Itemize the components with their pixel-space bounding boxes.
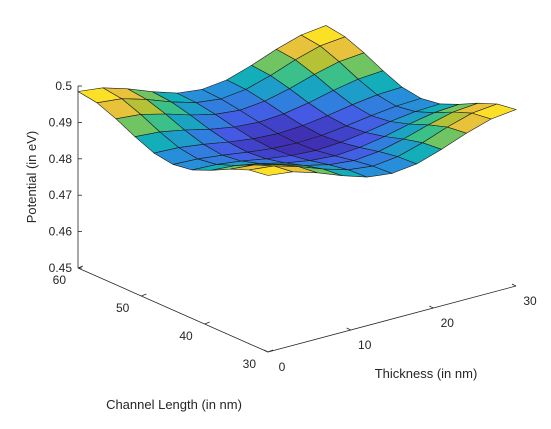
axes-frame xyxy=(77,86,517,353)
z-axis-title: Potential (in eV) xyxy=(24,131,39,224)
x-axis-line xyxy=(267,285,517,353)
x-axis-title: Thickness (in nm) xyxy=(375,366,478,381)
z-tick-label: 0.47 xyxy=(49,188,73,202)
y-tick-mark xyxy=(267,349,274,353)
surface-mesh xyxy=(77,25,517,178)
z-tick-label: 0.46 xyxy=(49,225,73,239)
x-tick-mark xyxy=(263,349,269,353)
z-tick-label: 0.48 xyxy=(49,152,73,166)
y-axis-line xyxy=(77,267,269,353)
x-tick-mark xyxy=(429,305,434,309)
y-tick-label: 60 xyxy=(53,273,67,287)
y-tick-mark xyxy=(141,293,147,297)
x-tick-mark xyxy=(346,327,351,331)
y-axis-title: Channel Length (in nm) xyxy=(106,397,242,412)
z-tick-label: 0.49 xyxy=(49,115,73,129)
y-tick-label: 50 xyxy=(116,301,130,315)
x-tick-label: 10 xyxy=(358,338,372,352)
surface-patch xyxy=(471,103,517,120)
x-tick-label: 0 xyxy=(279,360,286,374)
z-tick-label: 0.45 xyxy=(49,261,73,275)
y-tick-label: 40 xyxy=(179,329,193,343)
y-tick-mark xyxy=(204,321,210,325)
x-tick-label: 20 xyxy=(441,316,455,330)
axis-ticks: 0.45 0.46 0.47 0.48 0.49 0.5 30 40 50 60 0 10 20 30 xyxy=(49,79,537,374)
x-tick-label: 30 xyxy=(523,294,537,308)
y-tick-label: 30 xyxy=(243,357,257,371)
z-tick-label: 0.5 xyxy=(55,79,72,93)
x-tick-mark xyxy=(511,283,517,287)
y-tick-mark xyxy=(77,265,84,269)
